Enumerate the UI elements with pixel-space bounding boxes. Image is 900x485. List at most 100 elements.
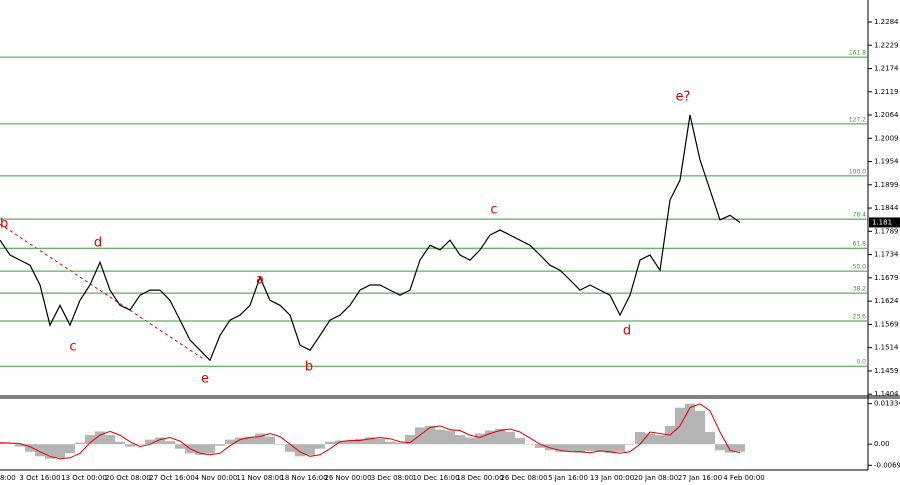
osc-bar (345, 440, 355, 445)
osc-bar (35, 444, 45, 457)
y-tick-label: 1.2119 (874, 88, 899, 96)
signal-line (0, 403, 741, 460)
y-tick-label: 1.1844 (874, 204, 899, 212)
y-tick-label: 1.2229 (874, 41, 899, 49)
osc-bar (465, 437, 475, 445)
x-tick-label: 20 Oct 08:00 (105, 474, 151, 482)
price-line (0, 114, 741, 362)
wave-label: b (0, 217, 8, 232)
y-tick-label: 1.2174 (874, 65, 899, 73)
osc-bar (155, 437, 165, 445)
osc-bar (715, 444, 725, 451)
x-tick-label: 5 Jan 16:00 (548, 474, 588, 482)
osc-bar (735, 444, 745, 452)
y-tick-label: 1.2284 (874, 18, 899, 26)
y-tick-label: 1.1899 (874, 181, 899, 189)
wave-label: c (69, 340, 76, 355)
osc-bar (315, 444, 325, 449)
x-tick-label: 20 Jan 08:00 (634, 474, 678, 482)
y-tick-label: 1.1954 (874, 158, 899, 166)
osc-bar (265, 436, 275, 445)
osc-bar (165, 441, 175, 445)
osc-bar (445, 430, 455, 445)
osc-bar (625, 444, 635, 445)
osc-bar (435, 429, 445, 445)
fib-label: 38.2 (853, 286, 867, 293)
osc-bar (645, 433, 655, 445)
osc-bar (25, 444, 35, 452)
wave-label: d (94, 236, 102, 251)
osc-bar (225, 439, 235, 445)
osc-bar (255, 433, 265, 445)
fib-label: 127.2 (849, 116, 866, 123)
wave-label: b (305, 360, 313, 375)
x-tick-label: 18 Nov 16:00 (280, 474, 327, 482)
osc-bar (75, 442, 85, 445)
y-tick-label: 1.1734 (874, 251, 899, 259)
osc-bar (295, 444, 305, 457)
osc-bar (655, 435, 665, 445)
osc-bar (565, 444, 575, 452)
y-tick-label: 1.2009 (874, 134, 899, 142)
y-tick-label: -0.00695 (874, 461, 900, 469)
osc-bar (545, 444, 555, 451)
y-tick-label: 1.1569 (874, 320, 899, 328)
fib-label: 161.8 (849, 50, 866, 57)
fib-label: 76.4 (853, 212, 867, 219)
osc-bar (635, 432, 645, 445)
osc-bar (275, 444, 285, 445)
osc-bar (555, 444, 565, 452)
osc-bar (695, 410, 705, 445)
osc-bar (475, 433, 485, 445)
osc-bar (375, 438, 385, 445)
osc-bar (355, 438, 365, 445)
x-tick-label: 3 Dec 08:00 (371, 474, 414, 482)
x-tick-label: 27 Jan 16:00 (678, 474, 722, 482)
osc-bar (505, 432, 515, 445)
osc-bar (595, 444, 605, 452)
osc-bar (95, 431, 105, 445)
osc-bar (525, 444, 535, 445)
osc-bar (115, 441, 125, 445)
osc-bar (605, 444, 615, 454)
osc-bar (145, 439, 155, 445)
y-tick-label: 0.00 (874, 440, 890, 448)
x-tick-label: 4 Feb 00:00 (723, 474, 764, 482)
osc-bar (245, 436, 255, 445)
osc-bar (175, 444, 185, 449)
osc-bar (415, 427, 425, 445)
osc-bar (5, 443, 15, 445)
last-price-box (869, 217, 900, 228)
osc-bar (325, 441, 335, 445)
wave-label: d (623, 324, 631, 339)
osc-bar (235, 437, 245, 445)
fib-label: 50.0 (853, 264, 867, 271)
osc-bar (535, 444, 545, 448)
y-tick-label: 1.2064 (874, 111, 899, 119)
fib-label: 23.6 (853, 313, 867, 320)
osc-bar (365, 437, 375, 445)
x-tick-label: 11 Nov 08:00 (236, 474, 283, 482)
x-tick-label: 8:00 (0, 474, 16, 482)
wave-label: e? (676, 90, 691, 105)
osc-bar (125, 444, 135, 447)
y-tick-label: 0.01334 (874, 400, 900, 408)
x-tick-label: 26 Dec 08:00 (500, 474, 547, 482)
fib-label: 0.0 (856, 359, 866, 366)
osc-bar (85, 435, 95, 445)
osc-bar (15, 444, 25, 447)
wave-label: a (256, 273, 264, 288)
osc-bar (45, 444, 55, 459)
wave-label: c (490, 203, 497, 218)
wave-label: e (201, 372, 209, 387)
fib-label: 61.8 (853, 241, 867, 248)
osc-bar (455, 435, 465, 445)
x-tick-label: 18 Dec 00:00 (456, 474, 503, 482)
osc-bar (575, 444, 585, 453)
osc-bar (495, 428, 505, 445)
fib-label: 100.0 (849, 168, 866, 175)
y-tick-label: 1.1679 (874, 274, 899, 282)
y-tick-label: 1.1404 (874, 390, 899, 398)
osc-bar (485, 430, 495, 445)
osc-bar (135, 444, 145, 445)
